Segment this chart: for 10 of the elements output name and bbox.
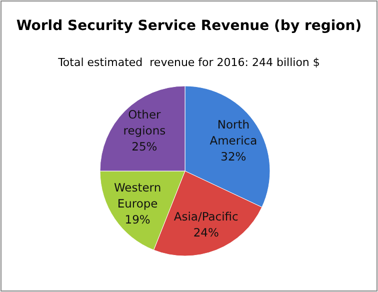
slice-label: North America	[210, 117, 258, 148]
slice-label: Other regions	[123, 107, 166, 138]
data-label: 32%	[220, 149, 246, 164]
chart-subtitle: Total estimated revenue for 2016: 244 billion $	[57, 56, 320, 69]
slice-label: Western Europe	[114, 180, 162, 210]
data-label: 19%	[124, 212, 150, 226]
data-label: 25%	[132, 139, 158, 154]
slice-label: Asia/Pacific	[174, 209, 238, 224]
chart-title: World Security Service Revenue (by region)	[16, 18, 362, 34]
data-label: 24%	[193, 225, 219, 240]
